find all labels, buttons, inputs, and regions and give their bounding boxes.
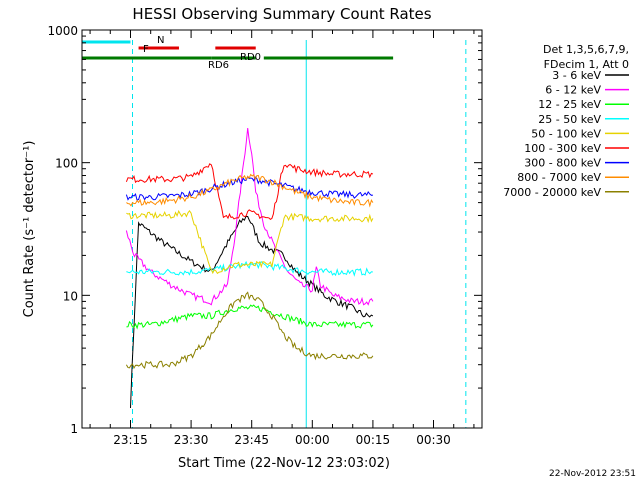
chart-title: HESSI Observing Summary Count Rates xyxy=(132,5,431,23)
legend-entry-label-6: 300 - 800 keV xyxy=(524,157,601,170)
y-tick-label-1: 10 xyxy=(63,289,78,303)
series-line-1 xyxy=(125,128,374,306)
legend-entry-label-5: 100 - 300 keV xyxy=(524,142,601,155)
timestamp-footer: 22-Nov-2012 23:51 xyxy=(549,469,636,479)
series-line-0 xyxy=(130,215,374,409)
legend-entry-label-1: 6 - 12 keV xyxy=(545,84,601,97)
x-tick-label-0: 23:15 xyxy=(113,433,148,447)
axes: 1 10 100 1000 23:15 23:30 23:45 00:00 00:15 00:30 xyxy=(47,24,482,447)
x-tick-label-1: 23:30 xyxy=(174,433,209,447)
legend-entry-label-0: 3 - 6 keV xyxy=(552,69,601,82)
x-tick-label-4: 00:15 xyxy=(356,433,391,447)
y-axis-label: Count Rate (s⁻¹ detector⁻¹) xyxy=(22,141,37,318)
x-tick-label-2: 23:45 xyxy=(234,433,269,447)
series-line-7 xyxy=(126,173,374,208)
series-line-5 xyxy=(125,163,374,221)
legend-entry-label-8: 7000 - 20000 keV xyxy=(503,186,601,199)
series-line-3 xyxy=(126,260,373,277)
x-axis-label: Start Time (22-Nov-12 23:03:02) xyxy=(178,456,390,471)
series-line-4 xyxy=(126,209,374,275)
y-tick-label-0: 1 xyxy=(70,422,78,436)
series-line-2 xyxy=(126,304,374,330)
flag-label-1: F xyxy=(143,44,149,55)
flag-label-0: N xyxy=(157,35,164,46)
x-tick-label-5: 00:30 xyxy=(416,433,451,447)
legend-header-1: FDecim 1, Att 0 xyxy=(544,58,629,71)
flag-label-2: RD0 xyxy=(240,52,261,63)
legend-entry-label-4: 50 - 100 keV xyxy=(531,127,601,140)
legend-entry-label-3: 25 - 50 keV xyxy=(538,113,601,126)
flag-label-3: RD6 xyxy=(208,60,229,71)
legend-entry-label-2: 12 - 25 keV xyxy=(538,98,601,111)
series-line-6 xyxy=(125,175,373,201)
plot-area: NF RD0 RD6 xyxy=(82,35,467,428)
y-tick-label-3: 1000 xyxy=(47,24,78,38)
legend: Det 1,3,5,6,7,9, FDecim 1, Att 03 - 6 keV… xyxy=(503,43,629,199)
legend-header-0: Det 1,3,5,6,7,9, xyxy=(543,43,629,56)
series-line-8 xyxy=(125,291,374,370)
y-tick-label-2: 100 xyxy=(55,157,78,171)
plot-frame xyxy=(81,29,483,429)
legend-entry-label-7: 800 - 7000 keV xyxy=(517,171,601,184)
x-tick-label-3: 00:00 xyxy=(295,433,330,447)
